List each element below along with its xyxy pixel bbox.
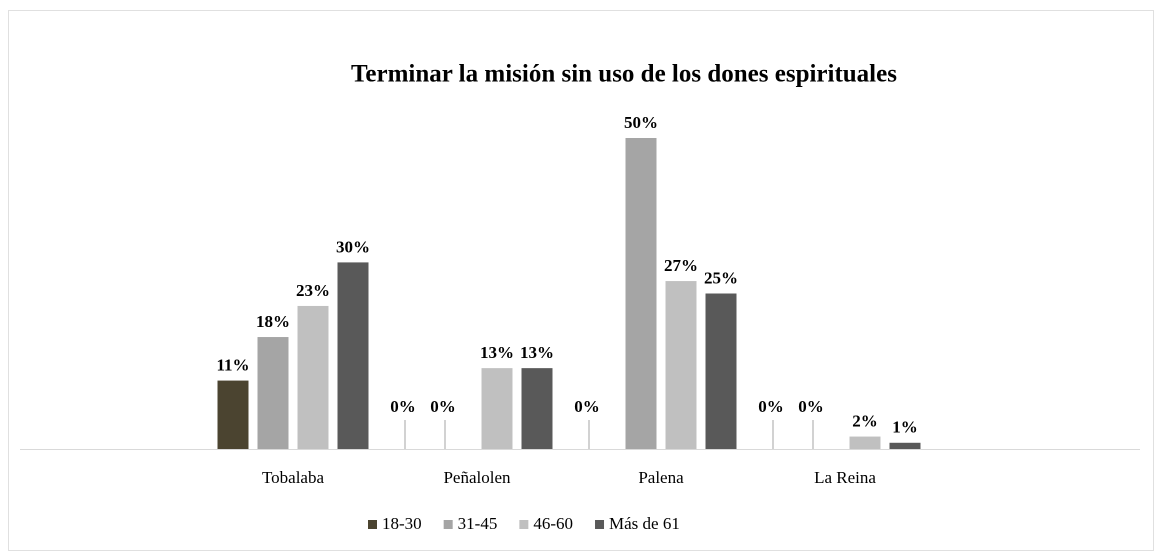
chart-title: Terminar la misión sin uso de los dones … <box>351 61 897 88</box>
data-label: 50% <box>624 113 658 132</box>
data-label: 13% <box>480 343 514 362</box>
x-tick-label: Tobalaba <box>262 468 325 487</box>
bar <box>217 380 249 449</box>
legend-swatch <box>443 520 453 529</box>
x-tick-label: Palena <box>638 468 684 487</box>
data-label: 0% <box>430 397 456 416</box>
data-label: 0% <box>758 397 784 416</box>
data-label: 0% <box>390 397 416 416</box>
data-label: 27% <box>664 256 698 275</box>
bar <box>889 442 921 449</box>
bar <box>521 368 553 449</box>
bar <box>481 368 513 449</box>
data-label: 1% <box>892 418 918 437</box>
data-label: 18% <box>256 312 290 331</box>
data-label: 2% <box>852 411 878 430</box>
legend-swatch <box>595 520 605 529</box>
data-label: 30% <box>336 237 370 256</box>
legend-label: 18-30 <box>382 514 422 533</box>
data-label: 25% <box>704 268 738 287</box>
chart-border <box>8 10 1154 551</box>
legend-label: 31-45 <box>458 514 498 533</box>
bar <box>849 436 881 449</box>
legend-swatch <box>519 520 529 529</box>
bar <box>297 305 329 449</box>
data-label: 13% <box>520 343 554 362</box>
bar <box>337 262 369 449</box>
x-tick-label: La Reina <box>814 468 876 487</box>
bar <box>625 138 657 449</box>
legend-swatch <box>368 520 377 529</box>
x-tick-label: Peñalolen <box>443 468 511 487</box>
data-label: 11% <box>216 355 249 374</box>
legend-label: 46-60 <box>533 514 573 533</box>
bar <box>257 337 289 449</box>
bar <box>665 281 697 449</box>
data-label: 23% <box>296 281 330 300</box>
data-label: 0% <box>574 397 600 416</box>
bar <box>705 293 737 449</box>
data-label: 0% <box>798 397 824 416</box>
legend-label: Más de 61 <box>609 514 680 533</box>
